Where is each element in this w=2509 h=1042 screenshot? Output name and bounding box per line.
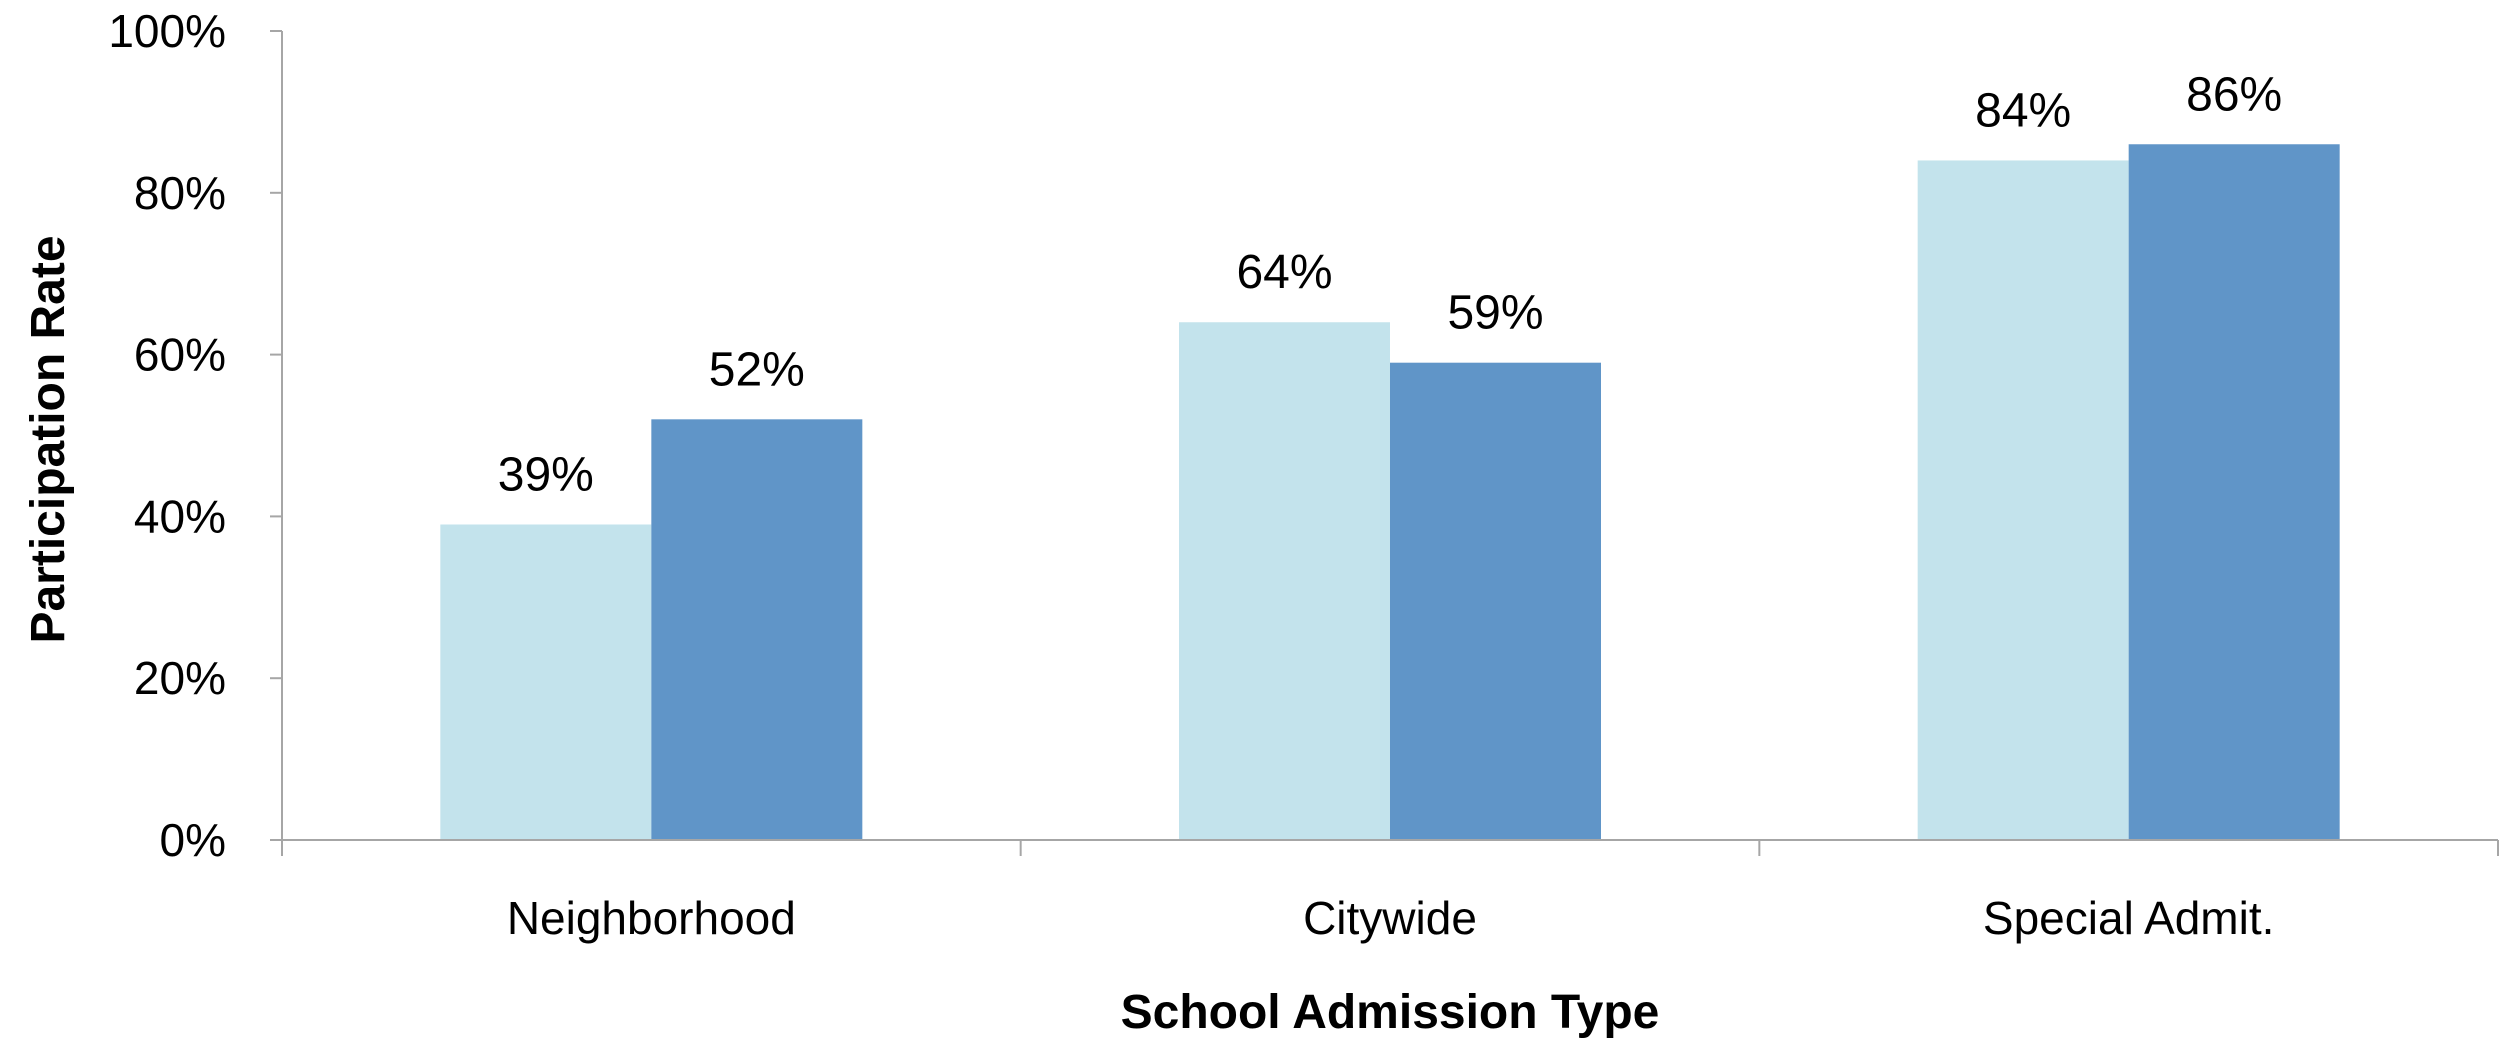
- y-tick-label: 0%: [160, 814, 226, 866]
- bars-group: [440, 144, 2340, 840]
- x-tick-label: Special Admit.: [1983, 892, 2274, 944]
- y-tick-label: 60%: [134, 329, 226, 381]
- x-tick-label: Neighborhood: [507, 892, 796, 944]
- bar: [2128, 144, 2340, 840]
- y-tick-label: 80%: [134, 167, 226, 219]
- data-label: 52%: [709, 343, 805, 396]
- data-label: 84%: [1975, 84, 2071, 137]
- data-label: 86%: [2186, 68, 2282, 121]
- data-label: 59%: [1447, 287, 1543, 340]
- y-axis-title: Participation Rate: [22, 235, 75, 643]
- bar: [1390, 362, 1601, 840]
- bar: [1179, 322, 1390, 840]
- x-axis-title: School Admission Type: [1121, 986, 1660, 1039]
- y-tick-label: 100%: [108, 5, 226, 57]
- bar: [440, 524, 652, 840]
- y-tick-label: 20%: [134, 652, 226, 704]
- y-tick-label: 40%: [134, 490, 226, 542]
- data-labels-group: 39% 52% 64% 59% 84% 86%: [498, 68, 2282, 501]
- data-label: 39%: [498, 448, 594, 501]
- bar: [651, 419, 863, 840]
- y-axis-ticks: 0% 20% 40% 60% 80% 100%: [108, 5, 282, 866]
- data-label: 64%: [1236, 246, 1332, 299]
- x-tick-label: Citywide: [1303, 892, 1477, 944]
- x-axis-ticks: Neighborhood Citywide Special Admit.: [281, 840, 2499, 944]
- bar: [1917, 160, 2129, 840]
